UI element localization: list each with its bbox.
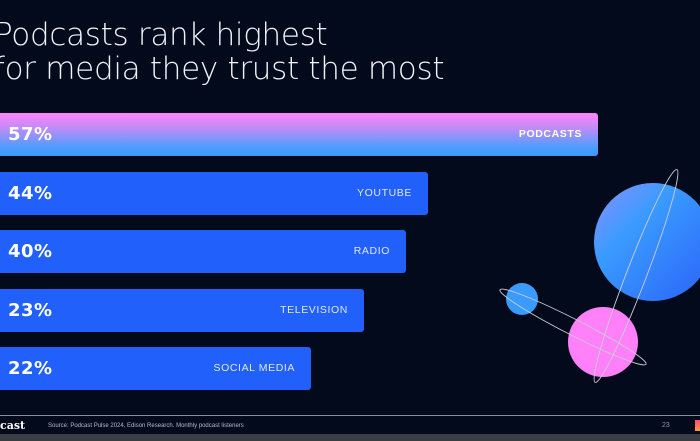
bar-category-label: RADIO: [353, 245, 390, 257]
bar-social-media: 22% SOCIAL MEDIA: [0, 347, 311, 390]
title-line-1: Podcasts rank highest: [0, 17, 328, 53]
bar-value-label: 57%: [8, 124, 53, 145]
bar-value-label: 23%: [8, 299, 53, 321]
bar-value-label: 22%: [8, 358, 53, 379]
pink-planet: [568, 307, 638, 377]
chart-title: Podcasts rank highest for media they tru…: [0, 18, 444, 86]
window-bottom-strip: [0, 434, 700, 441]
bar-value-label: 40%: [8, 241, 53, 262]
bar-podcasts: 57% PODCASTS: [0, 113, 598, 156]
bar-category-label: SOCIAL MEDIA: [213, 362, 295, 374]
source-note: Source: Podcast Pulse 2024, Edison Resea…: [48, 423, 244, 429]
planets-illustration: [499, 169, 700, 383]
bar-youtube: 44% YOUTUBE: [0, 171, 428, 215]
page-number: 23: [662, 422, 670, 429]
brand-logo: cast: [0, 419, 26, 432]
title-line-2: for media they trust the most: [0, 51, 445, 87]
bar-category-label: PODCASTS: [518, 128, 582, 140]
bar-category-label: YOUTUBE: [357, 186, 412, 199]
bar-television: 23% TELEVISION: [0, 288, 364, 332]
brand-mark-icon: [695, 420, 700, 431]
large-blue-planet: [594, 183, 700, 301]
orbit-ring-large: [593, 169, 679, 383]
bar-radio: 40% RADIO: [0, 230, 406, 273]
bar-value-label: 44%: [8, 182, 53, 204]
bar-category-label: TELEVISION: [280, 303, 348, 316]
footer-divider: [0, 415, 700, 416]
orbit-ring-small: [499, 288, 647, 366]
small-blue-planet: [506, 283, 538, 315]
